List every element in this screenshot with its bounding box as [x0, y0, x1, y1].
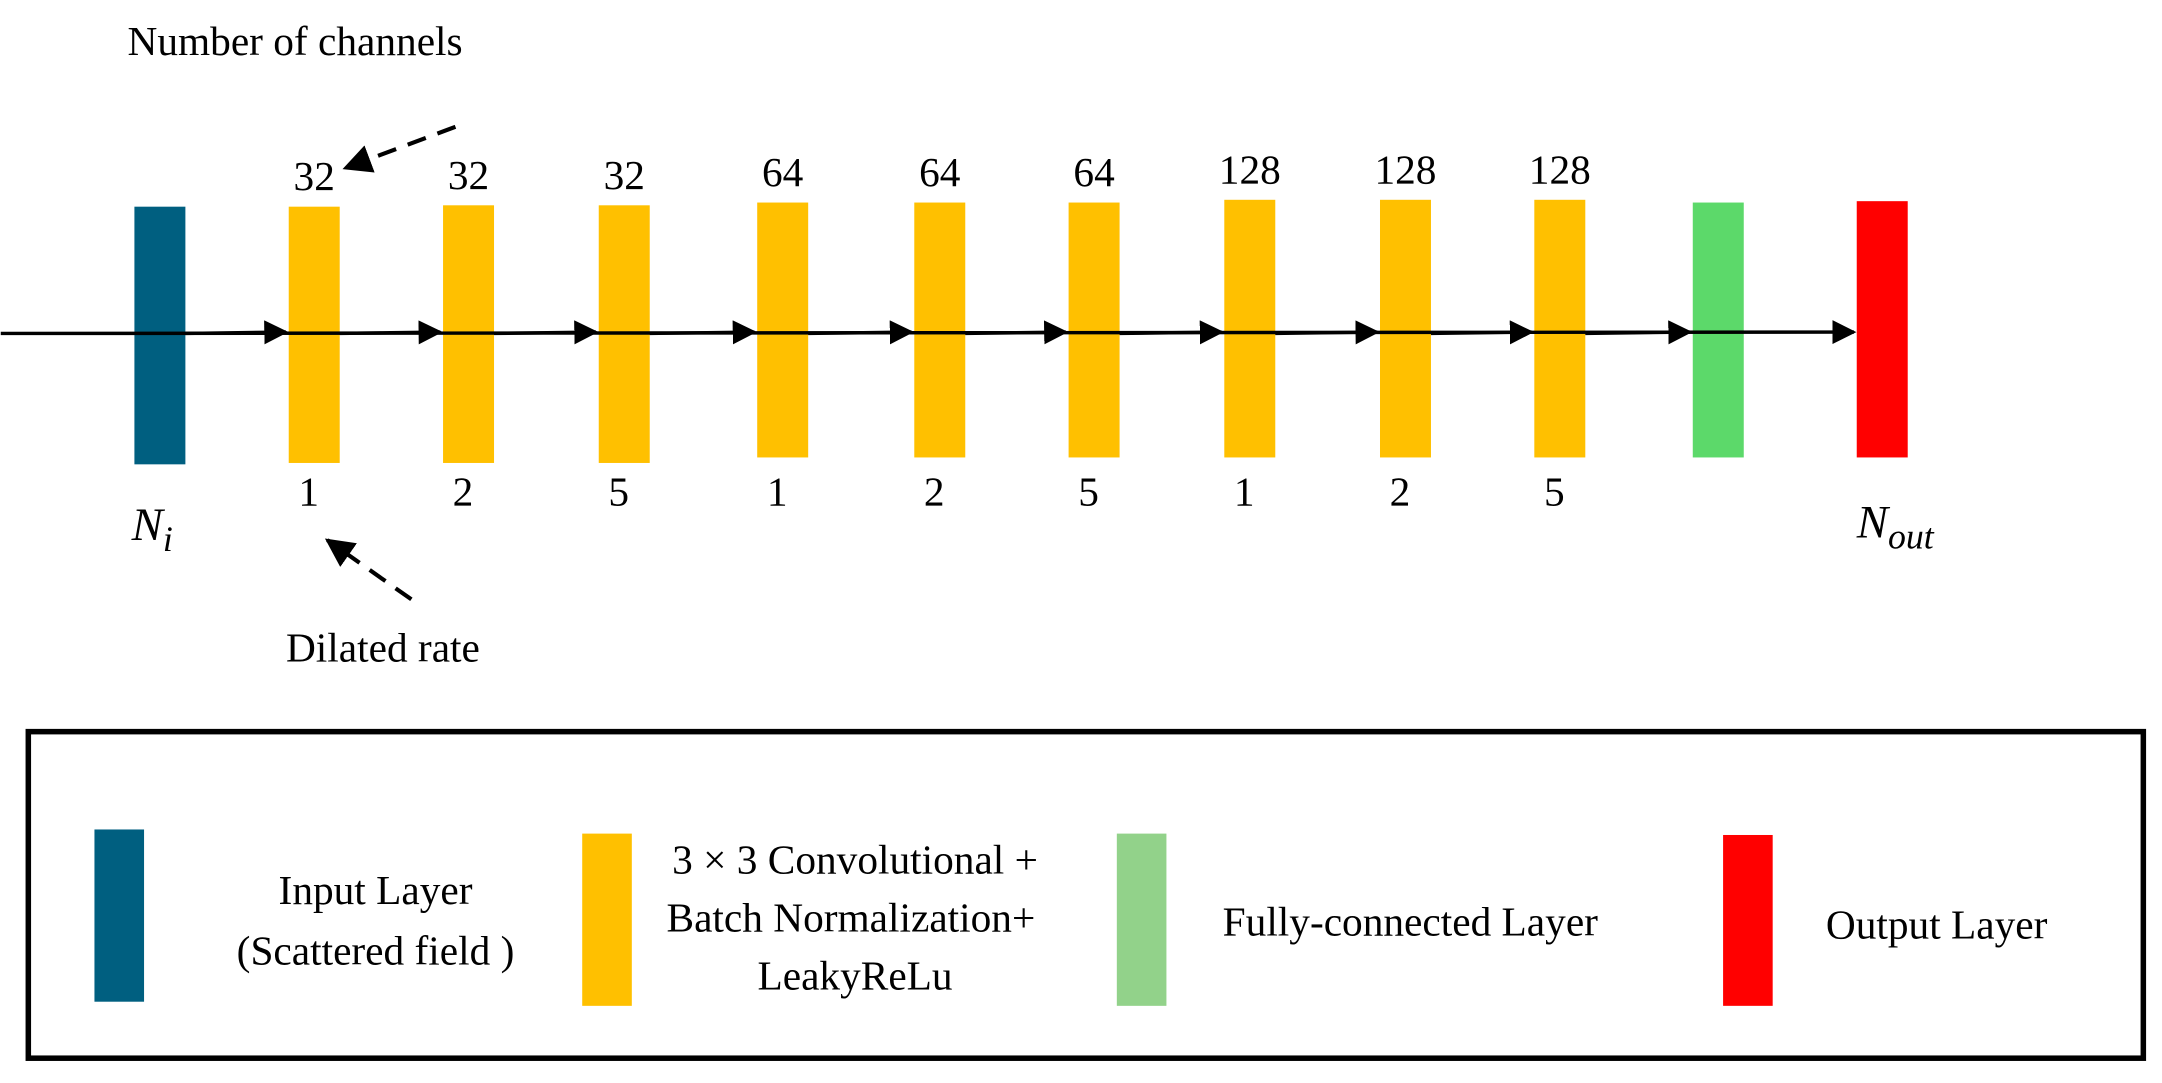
dilation-rate: 2 [924, 469, 945, 515]
dilation-rate: 5 [1544, 469, 1565, 515]
channel-count: 128 [1374, 146, 1436, 192]
channel-count: 128 [1219, 146, 1281, 192]
dilation-rate: 2 [1390, 469, 1411, 515]
conv-layer [914, 202, 966, 458]
legend-box [25, 728, 2147, 1061]
legend-text: Output Layer [1826, 901, 2048, 947]
dilation-rate: 1 [767, 469, 788, 515]
label-base: N [131, 499, 166, 551]
legend-text: (Scattered field ) [237, 928, 515, 975]
channel-count: 32 [448, 152, 489, 198]
dilation-rate: 1 [298, 469, 319, 515]
input-label: Ni [131, 499, 173, 559]
legend-swatch [1723, 834, 1773, 1006]
channel-count: 32 [294, 153, 335, 199]
input-layer [134, 206, 186, 465]
fc-layer [1692, 202, 1744, 458]
output-label: Nout [1856, 496, 1935, 556]
annotation-arrow [324, 538, 413, 602]
dilation-rate: 2 [453, 469, 474, 515]
legend-text: 3 × 3 Convolutional + [672, 837, 1038, 883]
channel-count: 64 [762, 149, 804, 195]
conv-layer [1379, 199, 1431, 458]
annotation: Dilated rate [286, 624, 480, 670]
label-base: N [1856, 496, 1891, 548]
channel-count: 64 [919, 149, 961, 195]
channel-count: 32 [604, 152, 645, 198]
dilation-rate: 5 [608, 469, 629, 515]
conv-layer [1224, 199, 1276, 458]
annotation-arrow [342, 124, 457, 173]
dilation-rate: 5 [1078, 469, 1099, 515]
legend-swatch [1116, 833, 1167, 1006]
channel-count: 128 [1529, 146, 1591, 192]
channel-count: 64 [1073, 149, 1115, 195]
conv-layer [757, 202, 809, 458]
conv-layer [1068, 202, 1120, 458]
label-sub: out [1888, 516, 1935, 556]
legend-text: Input Layer [279, 867, 473, 913]
legend-text: Batch Normalization+ [667, 894, 1036, 940]
arrow [0, 320, 1857, 345]
legend-swatch [582, 833, 632, 1006]
legend-swatch [94, 829, 145, 1002]
conv-layer [1534, 199, 1586, 458]
dilation-rate: 1 [1234, 469, 1255, 515]
legend-text: LeakyReLu [757, 952, 952, 998]
annotation: Number of channels [128, 18, 463, 64]
legend-text: Fully-connected Layer [1223, 899, 1598, 945]
label-sub: i [163, 519, 173, 559]
output-layer [1856, 201, 1908, 458]
